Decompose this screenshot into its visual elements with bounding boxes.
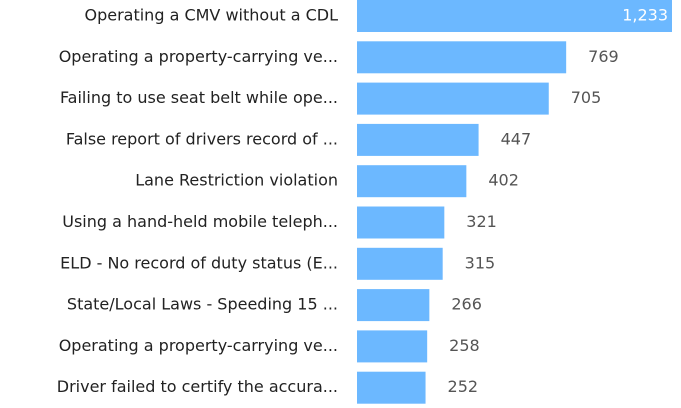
category-label: Operating a property-carrying ve...	[59, 47, 338, 66]
value-label: 252	[448, 377, 479, 396]
value-label: 266	[451, 295, 482, 314]
value-label: 1,233	[622, 6, 668, 25]
bar	[357, 330, 428, 363]
bar	[357, 82, 549, 115]
category-label: False report of drivers record of ...	[66, 129, 338, 148]
value-label: 258	[449, 336, 480, 355]
category-label: Using a hand-held mobile teleph...	[62, 212, 338, 231]
category-label: State/Local Laws - Speeding 15 ...	[67, 295, 338, 314]
value-label: 315	[465, 253, 496, 272]
category-label: Lane Restriction violation	[135, 171, 338, 190]
category-label: Operating a CMV without a CDL	[84, 6, 338, 25]
value-label: 447	[501, 129, 532, 148]
category-label: ELD - No record of duty status (E...	[60, 253, 338, 272]
bar	[357, 289, 430, 322]
category-label: Operating a property-carrying ve...	[59, 336, 338, 355]
bar	[357, 165, 467, 198]
category-label: Driver failed to certify the accura...	[57, 377, 338, 396]
value-label: 769	[588, 47, 619, 66]
bar	[357, 0, 672, 32]
value-label: 402	[488, 171, 519, 190]
bar	[357, 123, 479, 156]
value-label: 321	[466, 212, 497, 231]
bar	[357, 371, 426, 404]
value-label: 705	[571, 88, 602, 107]
bar	[357, 247, 443, 280]
bar	[357, 41, 567, 74]
bar	[357, 206, 445, 239]
category-label: Failing to use seat belt while ope...	[60, 88, 338, 107]
